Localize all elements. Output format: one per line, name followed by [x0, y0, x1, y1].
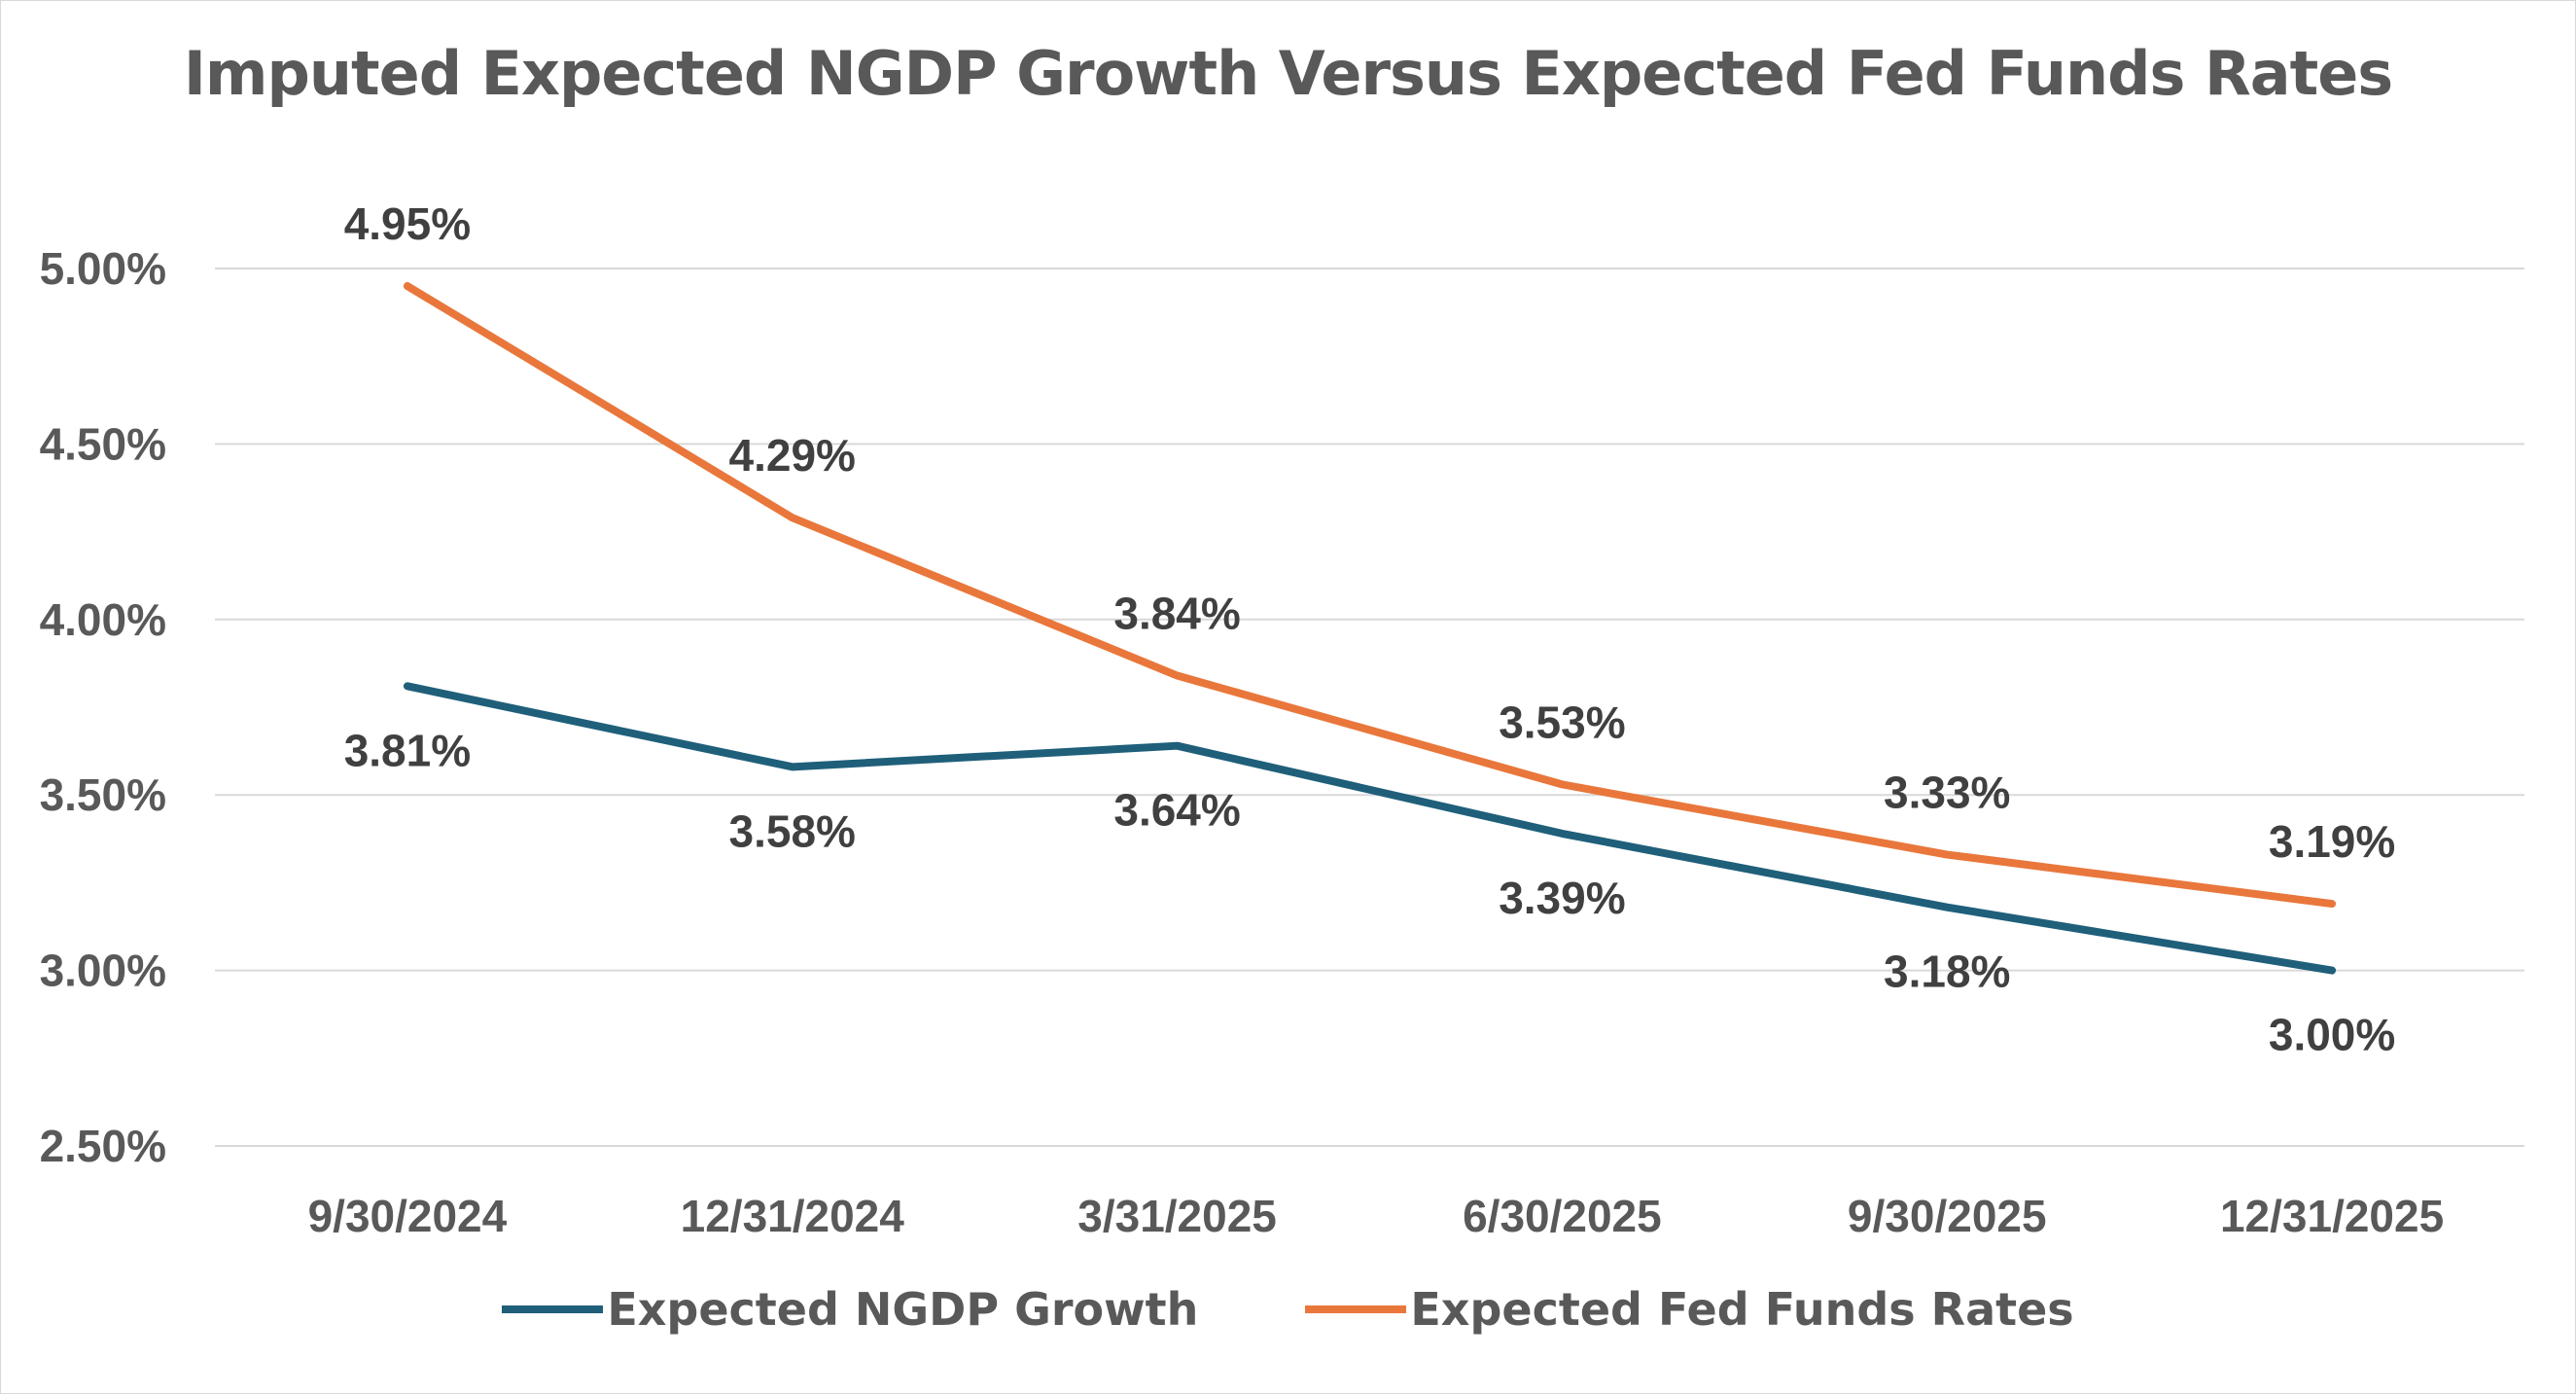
y-tick-label: 5.00% — [40, 243, 166, 294]
chart-title: Imputed Expected NGDP Growth Versus Expe… — [183, 38, 2393, 109]
data-label: 3.00% — [2269, 1010, 2395, 1060]
series-line-1 — [403, 282, 2337, 909]
y-tick-label: 4.00% — [40, 594, 166, 645]
x-tick-label: 12/31/2024 — [681, 1191, 905, 1241]
x-tick-label: 3/31/2025 — [1077, 1191, 1277, 1241]
legend-label-fed-funds: Expected Fed Funds Rates — [1410, 1283, 2074, 1336]
y-tick-label: 3.00% — [40, 946, 166, 996]
x-tick-label: 6/30/2025 — [1463, 1191, 1662, 1241]
data-label: 3.84% — [1113, 589, 1240, 639]
y-tick-label: 2.50% — [40, 1121, 166, 1171]
data-label: 4.29% — [729, 430, 856, 481]
legend-label-ngdp: Expected NGDP Growth — [607, 1283, 1199, 1336]
x-tick-label: 12/31/2025 — [2220, 1191, 2444, 1241]
y-tick-label: 3.50% — [40, 769, 166, 820]
legend-swatch-fed-funds — [1305, 1305, 1407, 1313]
legend-item-ngdp: Expected NGDP Growth — [502, 1283, 1198, 1336]
legend-item-fed-funds: Expected Fed Funds Rates — [1305, 1283, 2074, 1336]
data-label: 3.64% — [1113, 785, 1240, 836]
data-label: 3.18% — [1884, 947, 2010, 997]
data-label: 3.39% — [1499, 873, 1625, 923]
x-tick-label: 9/30/2025 — [1848, 1191, 2047, 1241]
data-label: 3.81% — [344, 725, 471, 775]
series-line-0 — [403, 682, 2337, 975]
data-label: 3.19% — [2269, 816, 2395, 867]
legend-swatch-ngdp — [502, 1305, 604, 1313]
data-label: 4.95% — [344, 198, 471, 249]
x-tick-label: 9/30/2024 — [308, 1191, 508, 1241]
data-label: 3.58% — [729, 805, 856, 856]
data-label: 3.53% — [1499, 697, 1625, 747]
data-label: 3.33% — [1884, 768, 2010, 818]
legend: Expected NGDP Growth Expected Fed Funds … — [1, 1283, 2575, 1336]
y-tick-label: 4.50% — [40, 418, 166, 469]
